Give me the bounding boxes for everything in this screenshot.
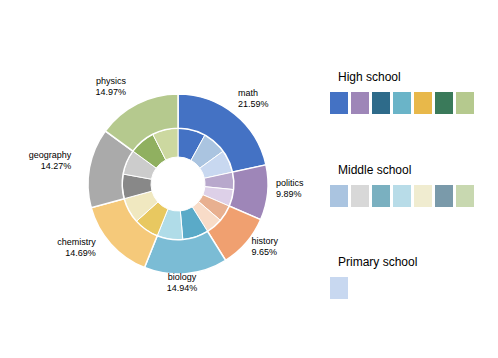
- svg-text:politics9.89%: politics9.89%: [276, 178, 304, 199]
- svg-text:chemistry14.69%: chemistry14.69%: [57, 237, 96, 258]
- svg-text:history9.65%: history9.65%: [251, 236, 278, 257]
- svg-text:physics14.97%: physics14.97%: [96, 76, 127, 97]
- html-text:Middle school: Middle school: [338, 163, 412, 177]
- svg-text:biology14.94%: biology14.94%: [167, 272, 198, 293]
- svg-text:math21.59%: math21.59%: [238, 88, 269, 109]
- html-text:High school: High school: [338, 70, 401, 84]
- svg-text:geography14.27%: geography14.27%: [29, 150, 72, 171]
- html-text:Primary school: Primary school: [338, 255, 418, 269]
